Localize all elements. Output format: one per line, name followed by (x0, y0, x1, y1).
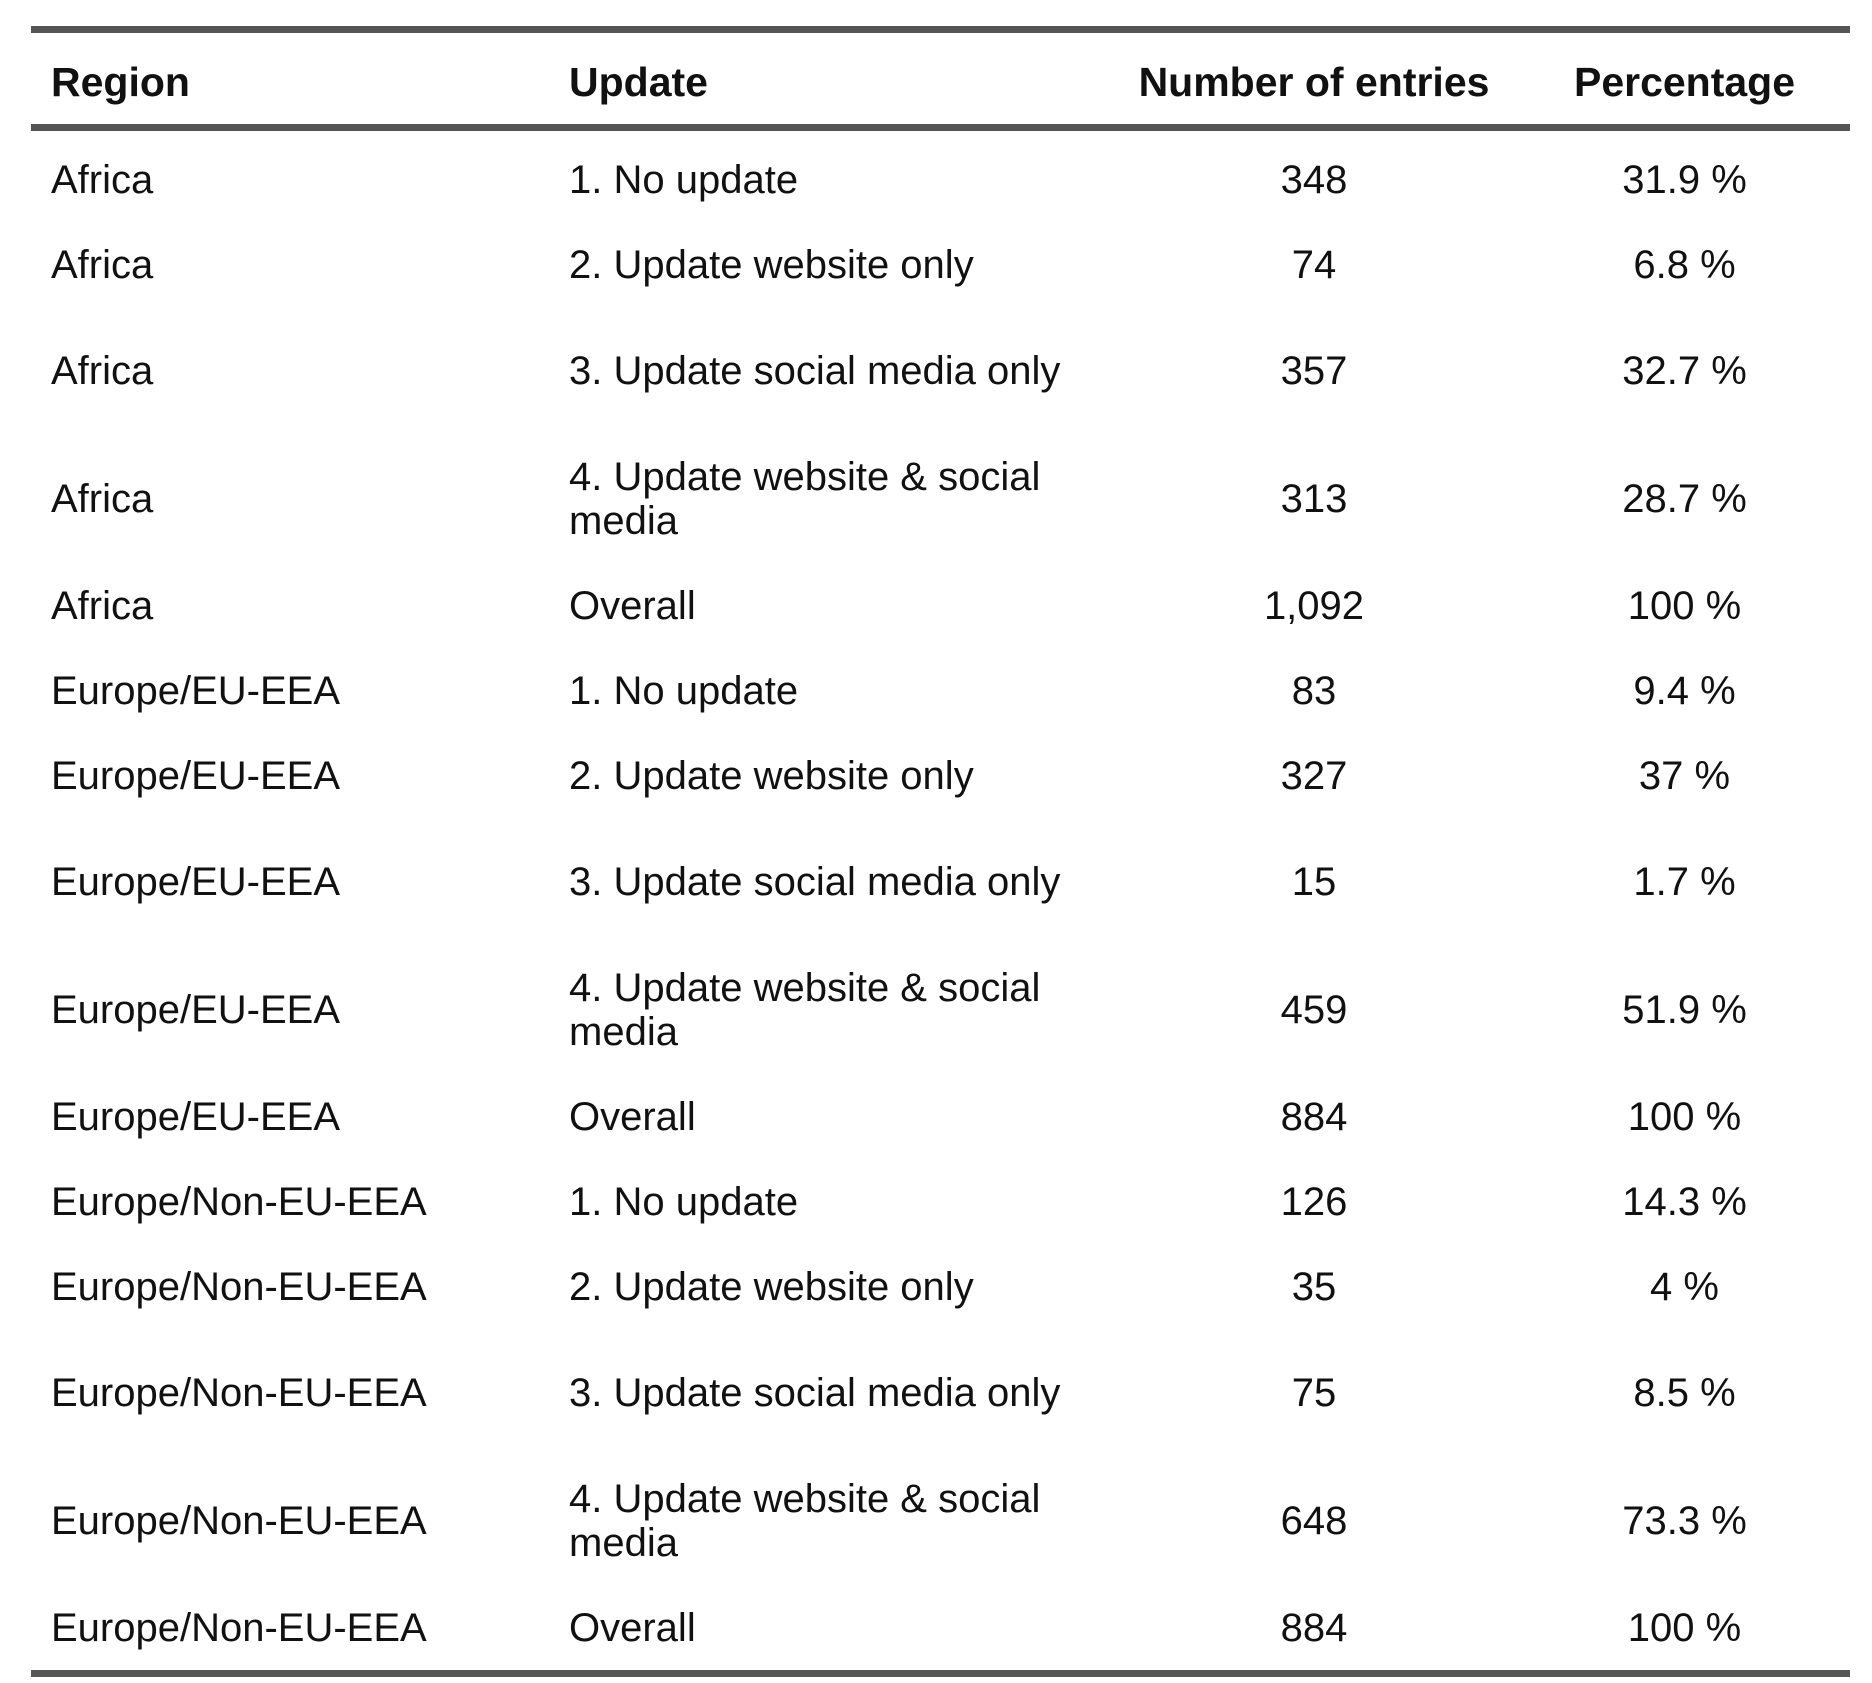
table-row: Africa 2. Update website only 74 6.8 % (31, 222, 1850, 307)
cell-percentage: 100 % (1627, 1094, 1742, 1139)
table-row: Europe/EU-EEA 2. Update website only 327… (31, 733, 1850, 818)
cell-entries: 15 (1291, 860, 1337, 904)
cell-update: 2. Update website only (569, 753, 974, 798)
table-row: Europe/EU-EEA 1. No update 83 9.4 % (31, 648, 1850, 733)
cell-update: 3. Update social media only (569, 349, 1061, 393)
cell-update: 2. Update website only (569, 1264, 974, 1309)
table-row: Europe/Non-EU-EEA 3. Update social media… (31, 1329, 1850, 1457)
header-region: Region (31, 26, 549, 131)
table-row: Europe/Non-EU-EEA Overall 884 100 % (31, 1585, 1850, 1677)
table-body: Africa 1. No update 348 31.9 % Africa 2.… (31, 128, 1850, 1677)
cell-entries: 327 (1280, 753, 1348, 798)
cell-update: 1. No update (569, 157, 799, 202)
header-percentage: Percentage (1519, 26, 1850, 131)
cell-region: Europe/Non-EU-EEA (51, 1371, 427, 1415)
cell-percentage: 51.9 % (1622, 988, 1747, 1032)
header-update: Update (549, 26, 1109, 131)
table-row: Europe/EU-EEA 4. Update website & social… (31, 946, 1850, 1074)
cell-entries: 83 (1291, 668, 1337, 713)
table-row: Europe/Non-EU-EEA 2. Update website only… (31, 1244, 1850, 1329)
cell-percentage: 100 % (1627, 583, 1742, 628)
table-row: Africa 3. Update social media only 357 3… (31, 307, 1850, 435)
table-row: Europe/Non-EU-EEA 1. No update 126 14.3 … (31, 1159, 1850, 1244)
cell-region: Europe/EU-EEA (51, 753, 341, 798)
cell-entries: 884 (1109, 1585, 1519, 1677)
cell-percentage: 14.3 % (1622, 1179, 1747, 1224)
cell-percentage: 73.3 % (1622, 1499, 1747, 1543)
cell-update: Overall (549, 1585, 1109, 1677)
cell-region: Africa (51, 477, 154, 521)
cell-region: Europe/EU-EEA (51, 860, 341, 904)
cell-update: Overall (569, 583, 696, 628)
cell-entries: 884 (1280, 1094, 1348, 1139)
cell-entries: 459 (1280, 988, 1348, 1032)
cell-percentage: 6.8 % (1633, 242, 1736, 287)
cell-update: Overall (569, 1094, 696, 1139)
cell-percentage: 8.5 % (1633, 1371, 1736, 1415)
cell-entries: 74 (1291, 242, 1337, 287)
table-row: Europe/EU-EEA 3. Update social media onl… (31, 818, 1850, 946)
cell-update: 3. Update social media only (569, 860, 1061, 904)
cell-percentage: 37 % (1638, 753, 1731, 798)
cell-update: 3. Update social media only (569, 1371, 1061, 1415)
cell-region: Europe/Non-EU-EEA (51, 1179, 427, 1224)
cell-entries: 348 (1280, 157, 1348, 202)
cell-percentage: 32.7 % (1622, 349, 1747, 393)
cell-region: Africa (51, 349, 154, 393)
cell-entries: 126 (1280, 1179, 1348, 1224)
data-table-container: Region Update Number of entries Percenta… (31, 26, 1850, 1677)
cell-update: 1. No update (569, 1179, 799, 1224)
cell-region: Europe/Non-EU-EEA (31, 1585, 549, 1677)
cell-percentage: 1.7 % (1633, 860, 1736, 904)
cell-update: 4. Update website & social media (569, 966, 1041, 1054)
cell-region: Europe/Non-EU-EEA (51, 1264, 427, 1309)
cell-region: Africa (51, 242, 154, 287)
header-number-of-entries: Number of entries (1109, 26, 1519, 131)
cell-update: 1. No update (569, 668, 799, 713)
table-row: Africa 1. No update 348 31.9 % (31, 128, 1850, 223)
cell-region: Europe/EU-EEA (51, 988, 341, 1032)
cell-percentage: 100 % (1519, 1585, 1850, 1677)
cell-entries: 1,092 (1263, 583, 1365, 628)
cell-region: Europe/EU-EEA (51, 668, 341, 713)
cell-percentage: 28.7 % (1622, 477, 1747, 521)
cell-entries: 648 (1280, 1499, 1348, 1543)
cell-region: Africa (51, 583, 154, 628)
cell-entries: 313 (1280, 477, 1348, 521)
cell-entries: 35 (1291, 1264, 1337, 1309)
table-row: Europe/EU-EEA Overall 884 100 % (31, 1074, 1850, 1159)
cell-entries: 357 (1280, 349, 1348, 393)
update-summary-table: Region Update Number of entries Percenta… (31, 26, 1850, 1677)
cell-update: 4. Update website & social media (569, 1477, 1041, 1565)
cell-region: Europe/EU-EEA (51, 1094, 341, 1139)
cell-region: Africa (51, 157, 154, 202)
table-row: Africa Overall 1,092 100 % (31, 563, 1850, 648)
cell-region: Europe/Non-EU-EEA (51, 1499, 427, 1543)
table-row: Europe/Non-EU-EEA 4. Update website & so… (31, 1457, 1850, 1585)
table-header: Region Update Number of entries Percenta… (31, 26, 1850, 131)
cell-update: 4. Update website & social media (569, 455, 1041, 543)
header-row: Region Update Number of entries Percenta… (31, 26, 1850, 131)
cell-entries: 75 (1291, 1371, 1337, 1415)
cell-percentage: 4 % (1650, 1264, 1719, 1309)
table-row: Africa 4. Update website & social media … (31, 435, 1850, 563)
cell-update: 2. Update website only (569, 242, 974, 287)
cell-percentage: 9.4 % (1633, 668, 1736, 713)
cell-percentage: 31.9 % (1622, 157, 1747, 202)
